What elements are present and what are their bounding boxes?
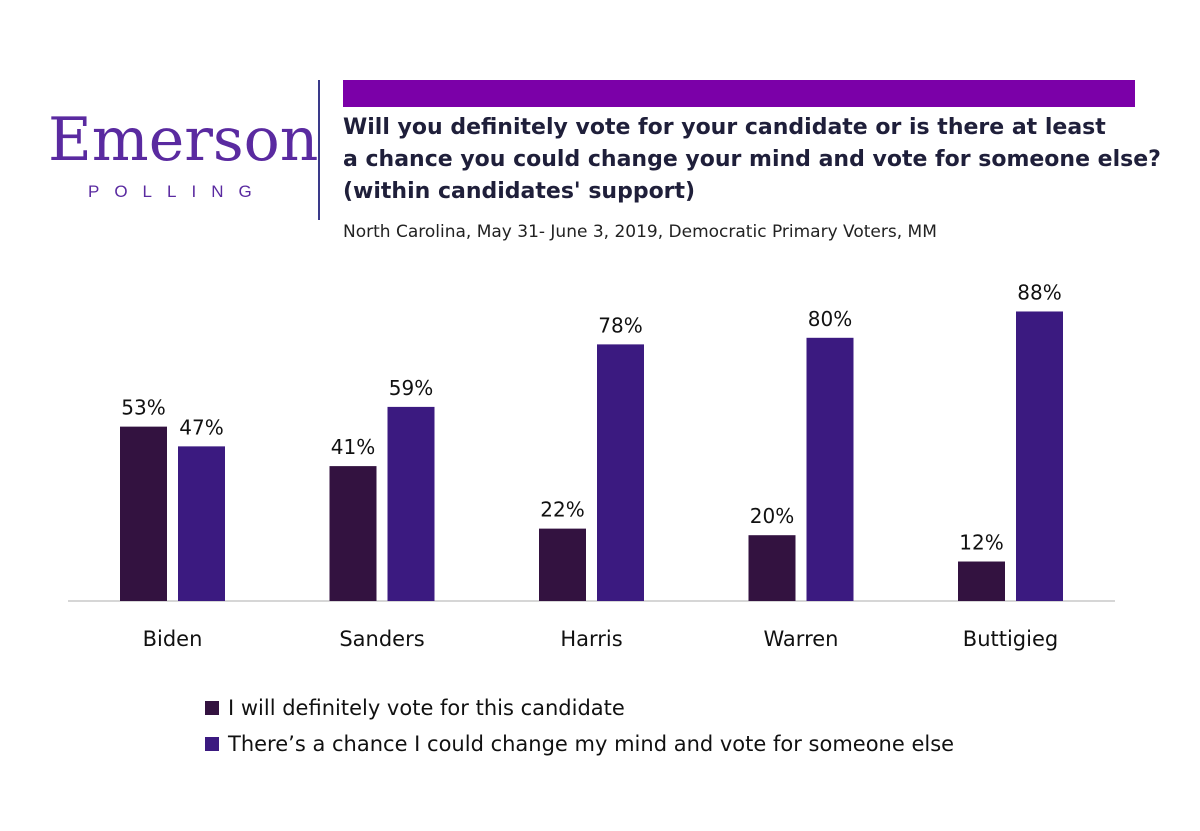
data-label-warren-series-2: 80%: [808, 307, 852, 331]
category-label-warren: Warren: [764, 627, 839, 651]
legend-item-definitely: I will definitely vote for this candidat…: [205, 690, 954, 726]
legend: I will definitely vote for this candidat…: [205, 690, 954, 762]
category-label-buttigieg: Buttigieg: [963, 627, 1058, 651]
data-label-biden-series-2: 47%: [179, 415, 223, 439]
title-line-3: (within candidates' support): [343, 179, 696, 204]
legend-label-chance: There’s a chance I could change my mind …: [228, 732, 955, 756]
legend-label-definitely: I will definitely vote for this candidat…: [228, 696, 625, 720]
data-label-biden-series-1: 53%: [121, 396, 165, 420]
data-label-buttigieg-series-1: 12%: [959, 531, 1003, 555]
chart-subtitle: North Carolina, May 31- June 3, 2019, De…: [343, 222, 937, 242]
bar-sanders-series-2: [387, 406, 435, 601]
title-line-2: a chance you could change your mind and …: [343, 147, 1161, 172]
logo-wordmark: Emerson: [48, 105, 319, 175]
legend-swatch-definitely: [205, 701, 219, 715]
bar-sanders-series-1: [329, 466, 377, 601]
category-label-sanders: Sanders: [339, 627, 424, 651]
header-divider: [318, 80, 320, 220]
data-label-harris-series-2: 78%: [598, 313, 642, 337]
legend-item-chance: There’s a chance I could change my mind …: [205, 726, 954, 762]
bar-harris-series-2: [597, 344, 644, 601]
data-label-sanders-series-1: 41%: [331, 435, 375, 459]
bar-warren-series-2: [806, 337, 854, 601]
title-line-1: Will you definitely vote for your candid…: [343, 115, 1106, 140]
data-label-sanders-series-2: 59%: [389, 376, 433, 400]
bar-biden-series-2: [178, 446, 225, 601]
data-label-warren-series-1: 20%: [750, 504, 794, 528]
bar-buttigieg-series-1: [958, 561, 1005, 601]
bar-biden-series-1: [120, 426, 167, 601]
data-label-harris-series-1: 22%: [540, 498, 584, 522]
data-label-buttigieg-series-2: 88%: [1017, 280, 1061, 304]
chart-title: Will you definitely vote for your candid…: [343, 112, 1173, 208]
bar-warren-series-1: [748, 535, 796, 601]
title-accent-bar: [343, 80, 1135, 107]
category-label-harris: Harris: [560, 627, 622, 651]
category-label-biden: Biden: [143, 627, 203, 651]
bar-harris-series-1: [539, 528, 586, 601]
legend-swatch-chance: [205, 737, 219, 751]
logo-subtitle: POLLING: [88, 182, 267, 201]
bar-buttigieg-series-2: [1016, 311, 1063, 601]
